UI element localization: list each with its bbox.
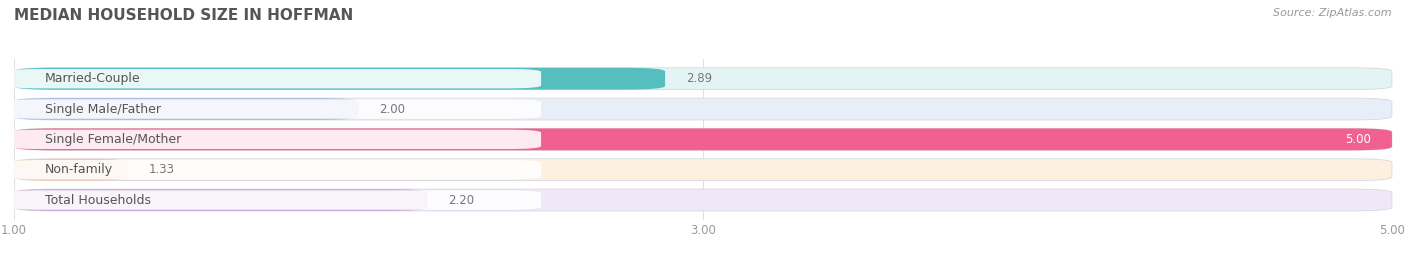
Text: Source: ZipAtlas.com: Source: ZipAtlas.com [1274,8,1392,18]
FancyBboxPatch shape [14,189,1392,211]
Text: Single Male/Father: Single Male/Father [45,103,162,116]
FancyBboxPatch shape [14,68,1392,90]
FancyBboxPatch shape [14,128,1392,150]
Text: MEDIAN HOUSEHOLD SIZE IN HOFFMAN: MEDIAN HOUSEHOLD SIZE IN HOFFMAN [14,8,353,23]
FancyBboxPatch shape [14,98,1392,120]
FancyBboxPatch shape [14,159,1392,181]
FancyBboxPatch shape [7,160,541,179]
FancyBboxPatch shape [7,190,541,210]
FancyBboxPatch shape [14,128,1392,150]
FancyBboxPatch shape [14,98,359,120]
Text: Single Female/Mother: Single Female/Mother [45,133,181,146]
Text: 2.20: 2.20 [449,193,474,207]
FancyBboxPatch shape [14,68,665,90]
Text: Married-Couple: Married-Couple [45,72,141,85]
Text: 2.00: 2.00 [380,103,405,116]
Text: 1.33: 1.33 [149,163,174,176]
FancyBboxPatch shape [7,130,541,149]
FancyBboxPatch shape [14,189,427,211]
FancyBboxPatch shape [7,69,541,88]
FancyBboxPatch shape [14,159,128,181]
Text: 2.89: 2.89 [686,72,711,85]
Text: Total Households: Total Households [45,193,150,207]
FancyBboxPatch shape [7,99,541,119]
Text: 5.00: 5.00 [1346,133,1371,146]
Text: Non-family: Non-family [45,163,114,176]
